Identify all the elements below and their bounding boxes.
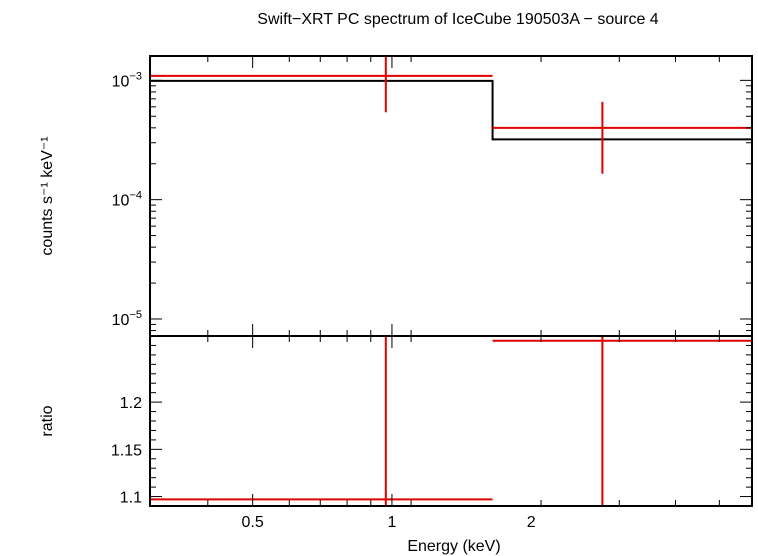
x-axis-label: Energy (keV) [407,538,500,555]
bottom-panel-marks [150,336,752,506]
bottom-y-axis-label: ratio [39,405,56,436]
x-tick-label: 1 [387,514,396,531]
axis-ticks: 0.5 1 2 10−3 10−4 10−5 1.1 1.15 1.2 [111,56,752,531]
ratio-tick-label: 1.1 [120,490,142,507]
y-tick-label: 10−5 [112,309,142,329]
ratio-tick-label: 1.15 [111,442,142,459]
top-panel-frame [149,55,753,337]
y-tick-label: 10−3 [112,70,142,90]
top-y-axis-label: counts s⁻¹ keV⁻¹ [39,136,56,255]
chart-title: Swift−XRT PC spectrum of IceCube 190503A… [257,11,659,28]
x-tick-label: 2 [527,514,536,531]
ratio-tick-label: 1.2 [120,395,142,412]
x-tick-label: 0.5 [242,514,264,531]
model-step-line [150,79,752,141]
top-panel-marks [150,56,752,174]
y-tick-label: 10−4 [112,190,142,210]
bottom-panel-frame [149,335,753,507]
